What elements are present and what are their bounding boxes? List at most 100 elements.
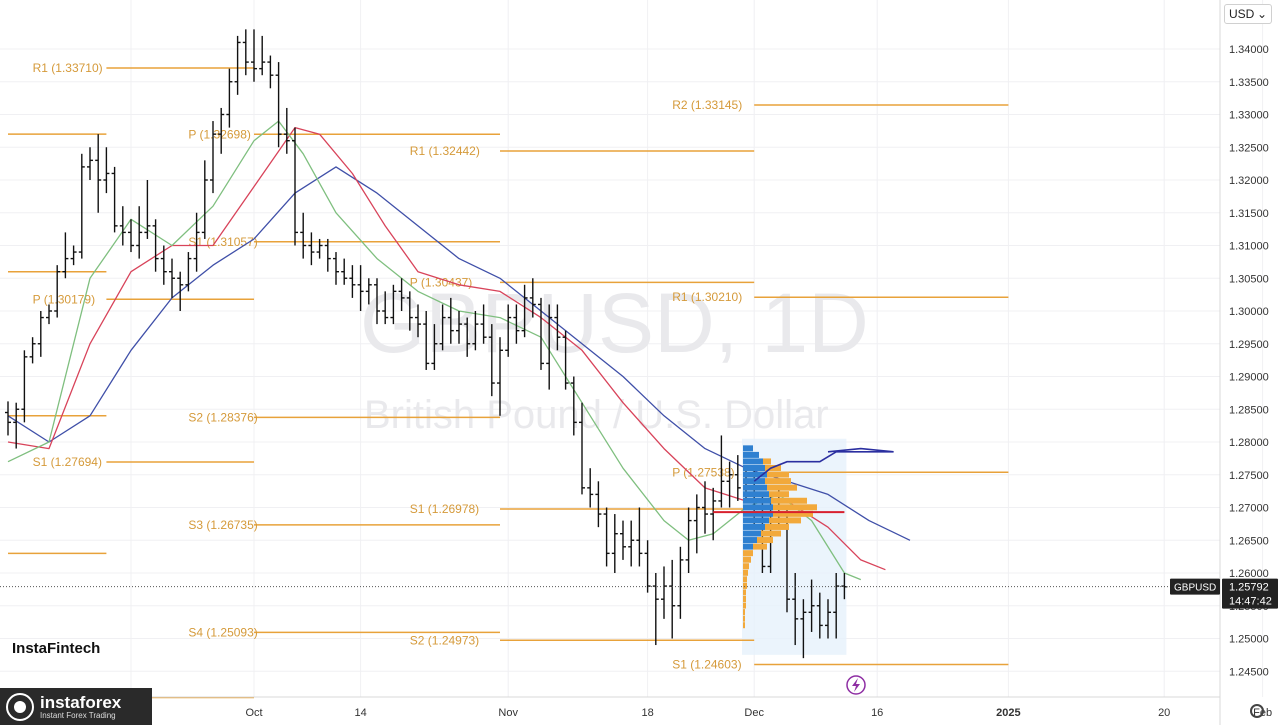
- volume-bar-blue: [743, 465, 765, 471]
- ohlc-bar: [636, 507, 643, 567]
- ohlc-bar: [316, 238, 323, 259]
- bar-countdown: 14:47:42: [1229, 596, 1272, 608]
- ohlc-bar: [5, 401, 11, 436]
- pivot-label: S1 (1.31057): [188, 235, 257, 249]
- time-tick-label: 18: [641, 707, 653, 719]
- volume-bar-orange: [765, 523, 789, 530]
- vp-upper-line: [753, 447, 894, 482]
- volume-bar-orange: [769, 517, 801, 524]
- ohlc-bar: [702, 481, 708, 534]
- price-tick-label: 1.30500: [1229, 273, 1269, 285]
- volume-bar-blue: [743, 491, 769, 498]
- ohlc-bar: [825, 599, 831, 639]
- pivot-label: P (1.30179): [33, 292, 96, 306]
- volume-bar-orange: [763, 458, 771, 465]
- volume-bar-blue: [743, 517, 769, 524]
- volume-bar-orange: [743, 576, 747, 583]
- ohlc-bar: [726, 461, 733, 508]
- volume-bar-blue: [743, 445, 753, 452]
- ohlc-bar: [275, 62, 282, 148]
- ohlc-bar: [333, 252, 339, 285]
- pivot-label: R1 (1.30210): [672, 290, 742, 304]
- price-tick-label: 1.30000: [1229, 306, 1269, 318]
- ohlc-bar: [136, 206, 143, 259]
- ohlc-bar: [152, 219, 159, 272]
- currency-label: USD: [1229, 7, 1255, 21]
- volume-bar-orange: [767, 471, 789, 478]
- volume-bar-orange: [757, 537, 773, 544]
- ohlc-bar: [95, 134, 102, 213]
- ohlc-bar: [415, 304, 421, 338]
- volume-bar-orange: [773, 510, 813, 517]
- lightning-icon[interactable]: [846, 675, 866, 695]
- ohlc-bar: [160, 245, 167, 285]
- volume-bar-orange: [743, 563, 749, 570]
- ohlc-bar: [390, 284, 397, 325]
- volume-bar-orange: [743, 589, 746, 596]
- volume-bar-blue: [743, 471, 767, 478]
- volume-bar-blue: [743, 543, 753, 550]
- ohlc-bar: [620, 520, 626, 560]
- pivot-label: S1 (1.26978): [410, 502, 479, 516]
- price-tick-label: 1.31500: [1229, 208, 1269, 220]
- volume-bar-blue: [743, 523, 765, 530]
- ohlc-bar: [374, 278, 380, 325]
- price-tick-label: 1.25000: [1229, 634, 1269, 646]
- chart-grid: [0, 0, 1264, 697]
- time-tick-label: 16: [871, 707, 883, 719]
- price-tick-label: 1.33000: [1229, 110, 1269, 122]
- ohlc-bar: [456, 311, 462, 344]
- volume-bar-orange: [743, 602, 746, 609]
- ohlc-bar: [718, 435, 725, 508]
- ohlc-bar: [693, 494, 700, 554]
- ohlc-bar: [529, 278, 536, 318]
- ohlc-bar: [669, 559, 676, 639]
- ohlc-bar: [406, 291, 413, 331]
- ohlc-bar: [579, 402, 585, 495]
- ohlc-bar: [111, 166, 118, 233]
- ohlc-bar: [226, 68, 233, 128]
- time-axis[interactable]: 16Oct14Nov18Dec16202520Feb17: [0, 696, 1280, 719]
- pivot-levels: R1 (1.33710)P (1.32698)S1 (1.31057)P (1.…: [8, 61, 1009, 699]
- watermark-description: British Pound / U.S. Dollar: [364, 393, 829, 437]
- ohlc-bar: [652, 573, 659, 646]
- volume-bar-orange: [765, 478, 791, 485]
- ohlc-bar: [439, 304, 446, 351]
- ohlc-bar: [87, 147, 93, 180]
- ohlc-bar: [46, 304, 52, 325]
- volume-bar-orange: [773, 504, 817, 511]
- ohlc-bar: [538, 297, 544, 370]
- currency-selector[interactable]: USD ⌄: [1224, 4, 1272, 24]
- price-tick-label: 1.24500: [1229, 666, 1269, 678]
- volume-bar-blue: [743, 510, 773, 517]
- ohlc-bar: [201, 160, 208, 239]
- price-axis[interactable]: 1.34000 1.33500 1.33000 1.32500 1.32000 1.315…: [1170, 0, 1278, 725]
- ohlc-bar: [78, 153, 85, 259]
- volume-bar-orange: [743, 622, 745, 629]
- volume-bar-orange: [753, 543, 767, 550]
- price-tick-label: 1.27000: [1229, 503, 1269, 515]
- ohlc-bar: [70, 245, 77, 266]
- ohlc-bar: [816, 592, 823, 639]
- ohlc-bar: [234, 35, 241, 95]
- ohlc-bar: [177, 271, 184, 311]
- ohlc-bar: [283, 107, 290, 154]
- volume-bar-blue: [743, 484, 767, 491]
- instaforex-logo: instaforex Instant Forex Trading: [0, 688, 152, 725]
- ohlc-bar: [661, 566, 667, 619]
- ohlc-bar: [267, 55, 274, 89]
- ohlc-bar: [480, 304, 487, 344]
- ohlc-bar: [734, 455, 741, 501]
- ohlc-bar: [521, 284, 528, 338]
- volume-bar-blue: [743, 451, 759, 458]
- ohlc-bar: [13, 402, 20, 449]
- ohlc-bar: [562, 330, 569, 390]
- pivot-label: P (1.27538): [672, 465, 735, 479]
- price-tick-label: 1.27500: [1229, 470, 1269, 482]
- ohlc-bar: [505, 304, 512, 357]
- instafintech-brand: InstaFintech: [12, 640, 101, 657]
- settings-icon[interactable]: [1250, 704, 1264, 718]
- ohlc-bar: [398, 278, 405, 311]
- ohlc-bar: [464, 317, 471, 357]
